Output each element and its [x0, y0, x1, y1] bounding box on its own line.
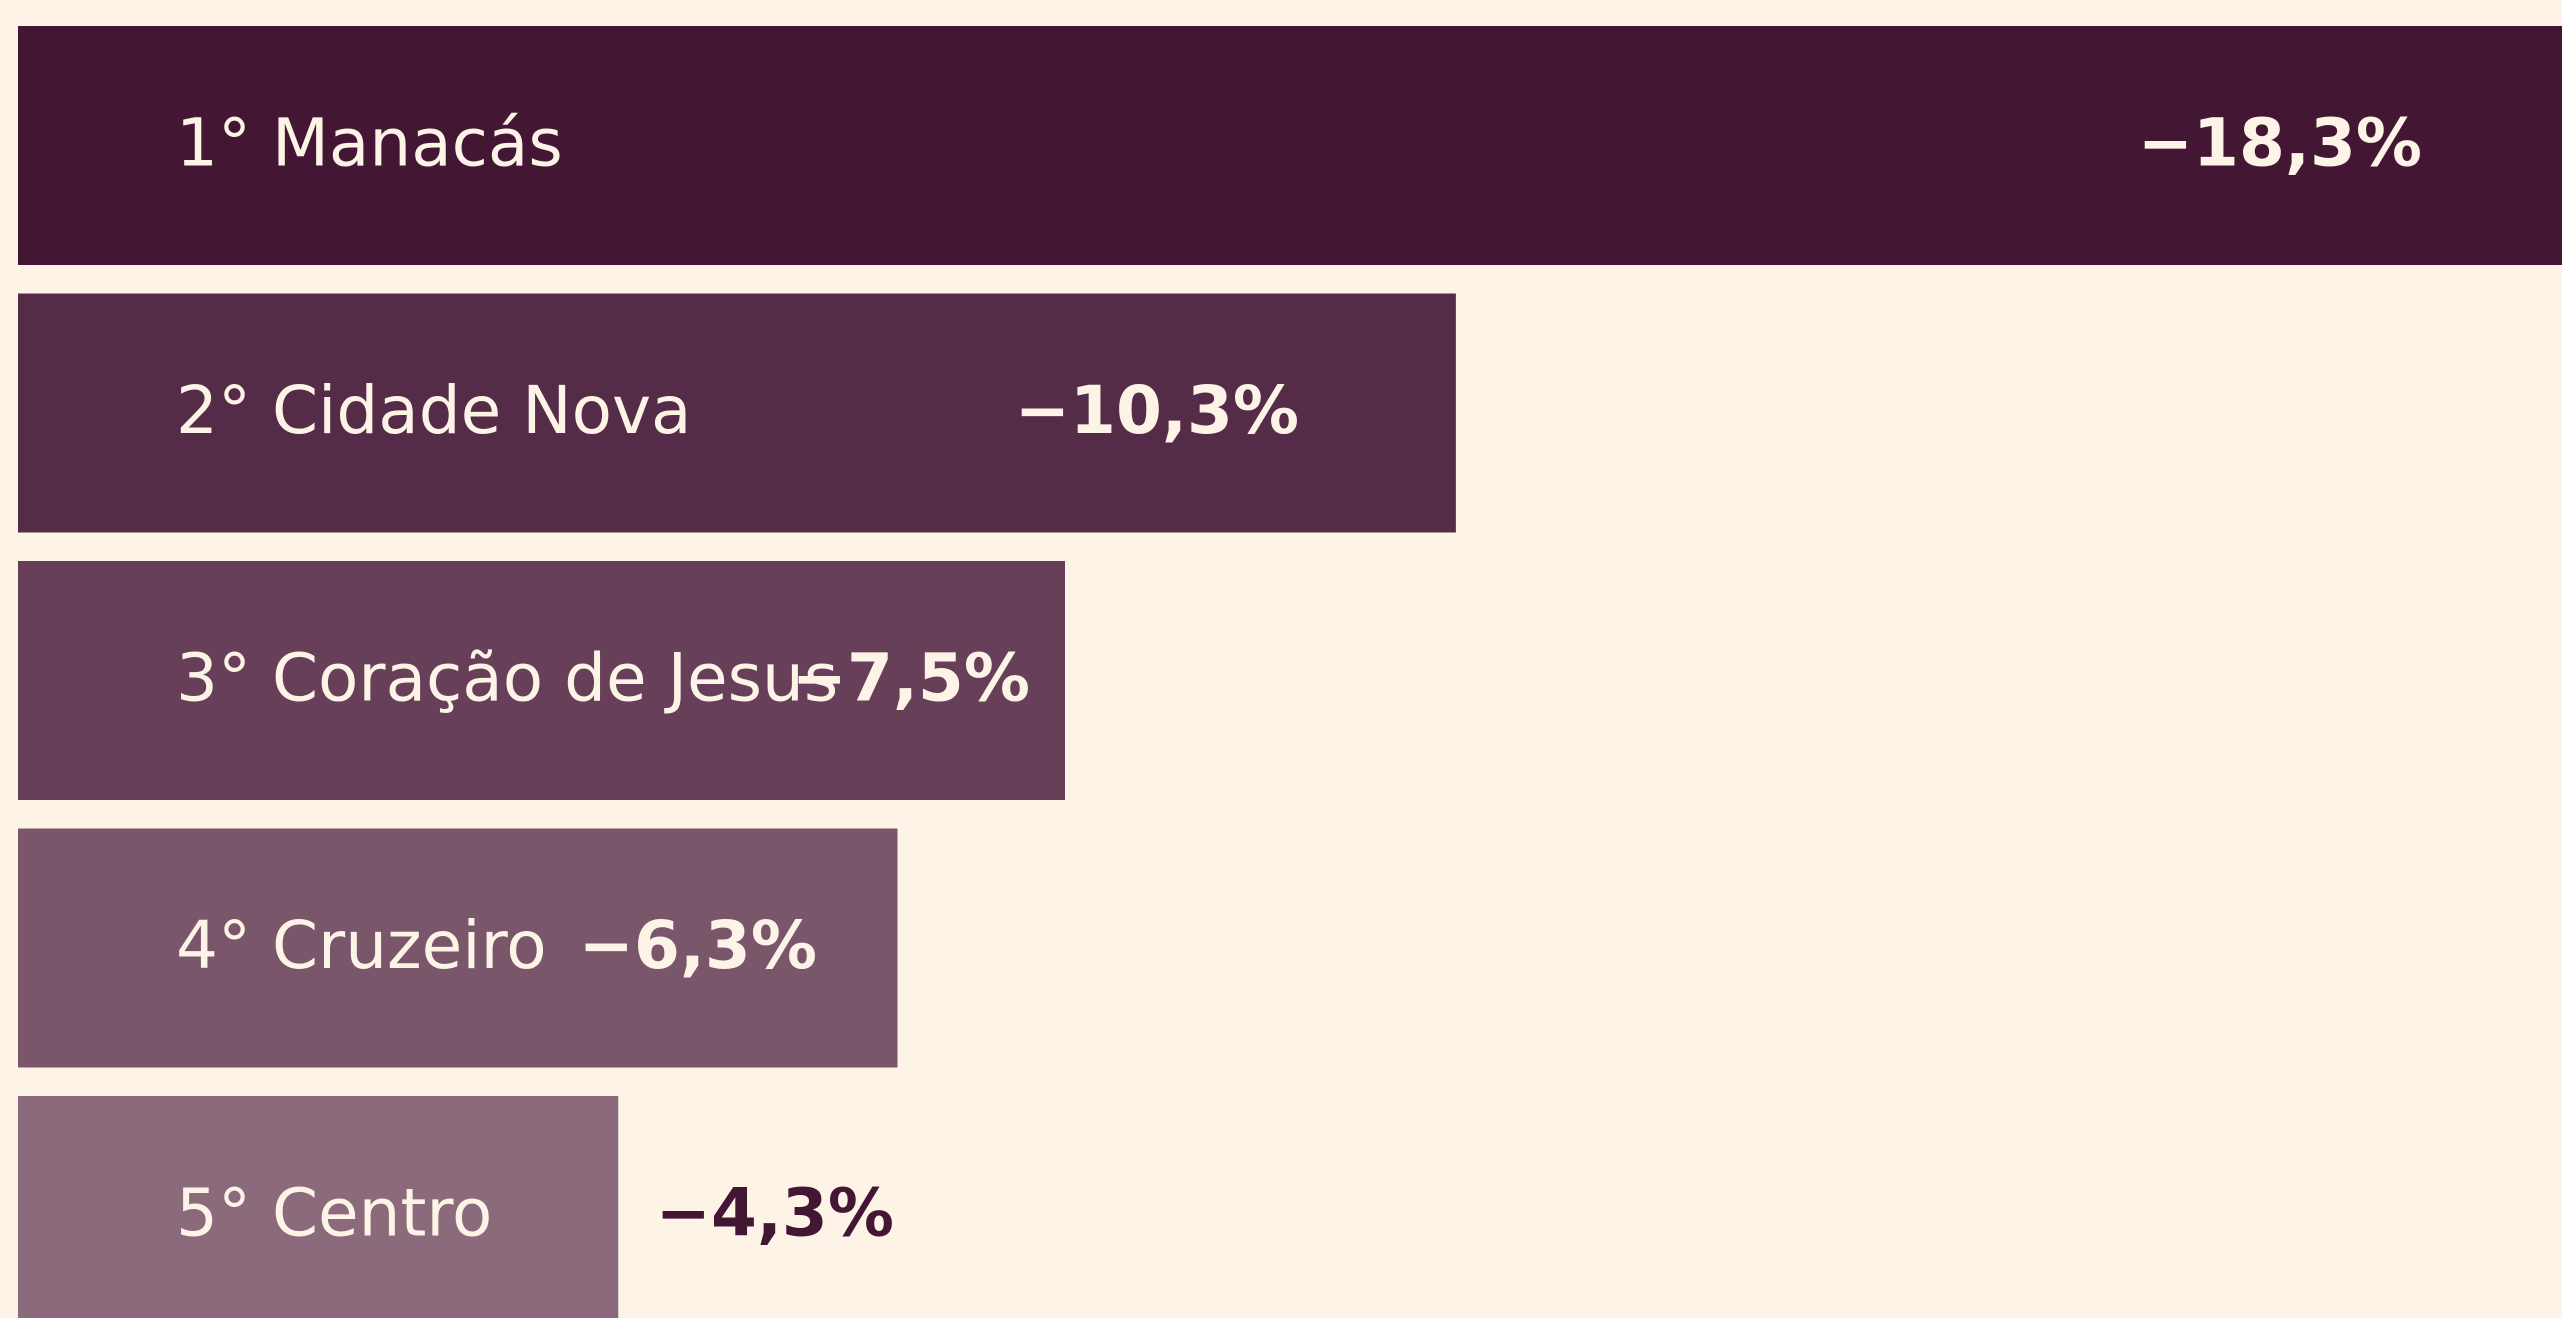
- bar: [18, 26, 2562, 265]
- bar: [18, 1096, 619, 1318]
- value-label: −10,3%: [1015, 372, 1299, 449]
- category-label: 2° Cidade Nova: [176, 372, 691, 449]
- value-label: −6,3%: [579, 907, 817, 984]
- category-label: 1° Manacás: [176, 105, 563, 182]
- value-label: −18,3%: [2138, 105, 2422, 182]
- category-label: 5° Centro: [176, 1175, 492, 1252]
- category-label: 3° Coração de Jesus: [176, 640, 838, 717]
- value-label: −7,5%: [792, 640, 1030, 717]
- value-label: −4,3%: [656, 1175, 894, 1252]
- category-label: 4° Cruzeiro: [176, 907, 547, 984]
- bar: [18, 828, 898, 1068]
- bar: [18, 561, 1065, 800]
- bar: [18, 293, 1456, 533]
